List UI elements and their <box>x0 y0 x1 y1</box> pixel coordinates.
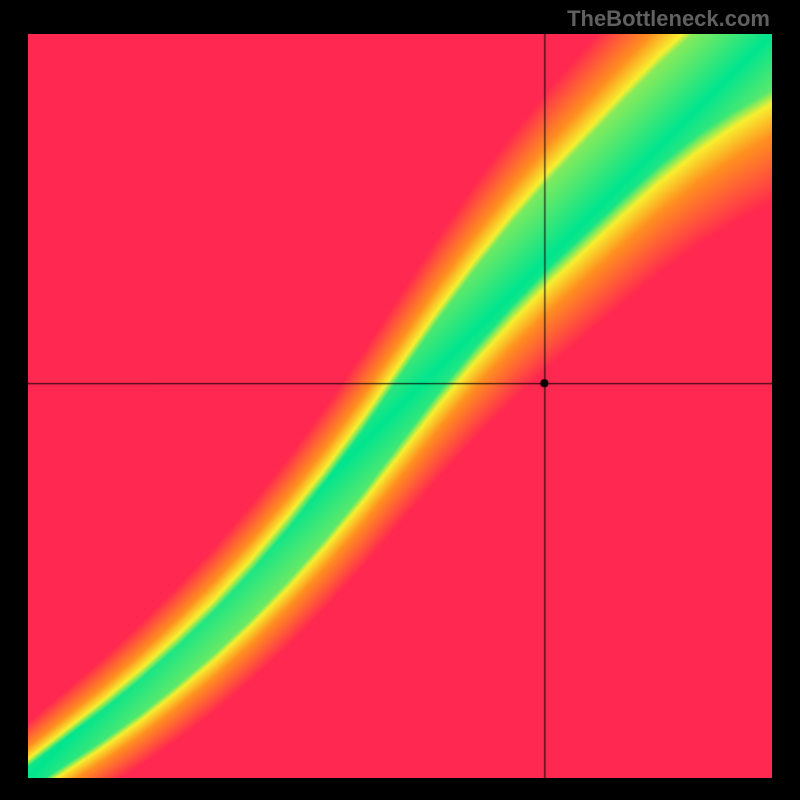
heatmap-canvas <box>28 34 772 778</box>
watermark: TheBottleneck.com <box>567 6 770 32</box>
bottleneck-heatmap <box>28 34 772 778</box>
